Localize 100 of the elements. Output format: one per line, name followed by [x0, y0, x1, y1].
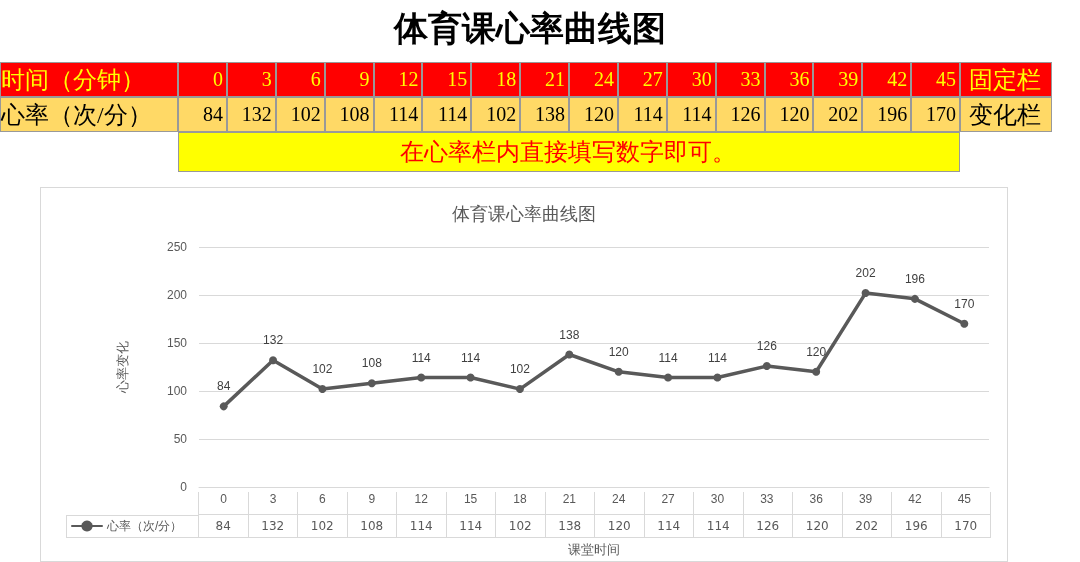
- chart-subtitle: 体育课心率曲线图: [452, 204, 596, 224]
- category-label: 24: [593, 68, 614, 90]
- text: 120: [806, 344, 827, 359]
- x-tick-label: 21: [562, 492, 577, 506]
- point: [219, 402, 228, 411]
- y-tick-label: 200: [166, 288, 188, 302]
- category-label: 42: [887, 68, 908, 90]
- x-axis-title: 课堂时间: [568, 542, 620, 557]
- text: 变化栏: [960, 97, 1052, 132]
- point: [960, 319, 969, 328]
- text: 114: [460, 350, 481, 365]
- y-tick-label: 0: [180, 480, 188, 494]
- y-axis-title: 心率变化: [115, 341, 130, 394]
- x-tick-label: 6: [319, 492, 327, 506]
- category-label: 36: [789, 68, 810, 90]
- text: 202: [855, 519, 879, 533]
- text: 120: [805, 519, 829, 533]
- text: 114: [657, 519, 681, 533]
- point: [417, 373, 426, 382]
- point: [664, 373, 673, 382]
- text: 102: [312, 362, 333, 377]
- category-label: 12: [398, 68, 419, 90]
- data-label: 108: [324, 97, 374, 132]
- x-tick-label: 39: [858, 492, 873, 506]
- text: 108: [360, 519, 384, 533]
- data-label: 102: [471, 97, 521, 132]
- category-label: 15: [447, 68, 468, 90]
- point: [713, 373, 722, 382]
- text: 114: [707, 350, 728, 365]
- point: [466, 373, 475, 382]
- point: [762, 362, 771, 371]
- text: 138: [559, 327, 580, 342]
- data-label: 196: [862, 97, 912, 132]
- data-label: 120: [569, 97, 618, 132]
- text: 固定栏: [960, 62, 1052, 97]
- text: 196: [904, 519, 928, 533]
- data-label: 170: [911, 97, 960, 132]
- text: 126: [756, 519, 780, 533]
- data-label: 126: [715, 97, 765, 132]
- x-tick-label: 30: [710, 492, 725, 506]
- x-tick-label: 42: [908, 492, 922, 506]
- text: 114: [658, 350, 678, 365]
- data-label: 120: [764, 97, 814, 132]
- point: [565, 350, 574, 359]
- text: 132: [261, 519, 285, 533]
- data-label: 114: [666, 97, 716, 132]
- x-tick-label: 18: [513, 492, 527, 506]
- x-tick-label: 3: [269, 492, 277, 506]
- category-label: 45: [936, 68, 956, 90]
- text: 132: [263, 333, 284, 348]
- text: 120: [608, 344, 629, 359]
- data-label: 114: [617, 97, 667, 132]
- data-label: 114: [373, 97, 423, 132]
- x-tick-label: 9: [368, 492, 376, 506]
- point: [515, 385, 524, 394]
- text: 在心率栏内直接填写数字即可。: [178, 132, 960, 172]
- text: 84: [215, 519, 231, 533]
- text: 108: [361, 356, 382, 371]
- point: [318, 385, 327, 394]
- point: [861, 289, 870, 298]
- text: 102: [310, 519, 334, 533]
- legend-label: 心率（次/分）: [106, 519, 183, 533]
- text: 114: [411, 350, 431, 365]
- text: 114: [706, 519, 730, 533]
- category-label: 0: [212, 68, 223, 90]
- category-label: 18: [496, 68, 517, 90]
- text: 138: [558, 519, 582, 533]
- point: [367, 379, 376, 388]
- text: 170: [954, 519, 978, 533]
- point: [269, 356, 278, 365]
- point: [812, 367, 821, 376]
- x-tick-label: 12: [414, 492, 429, 506]
- text: 心率（次/分）: [1, 101, 152, 128]
- category-label: 39: [838, 68, 859, 90]
- text: 114: [459, 519, 483, 533]
- data-label: 84: [178, 97, 227, 132]
- data-label: 114: [422, 97, 472, 132]
- x-tick-label: 33: [760, 492, 774, 506]
- data-label: 132: [226, 97, 276, 132]
- text: 170: [954, 296, 975, 311]
- text: 196: [904, 271, 925, 286]
- y-tick-label: 250: [166, 240, 188, 254]
- text: 114: [409, 519, 433, 533]
- x-tick-label: 0: [220, 492, 228, 506]
- category-label: 33: [740, 68, 761, 90]
- chart-title: 体育课心率曲线图: [392, 7, 667, 50]
- x-tick-label: 15: [463, 492, 478, 506]
- data-label: 202: [813, 97, 863, 132]
- x-tick-label: 36: [809, 492, 824, 506]
- category-label: 30: [691, 68, 712, 90]
- text: 126: [756, 339, 777, 354]
- text: 202: [855, 266, 876, 281]
- y-tick-label: 50: [173, 432, 188, 446]
- text: 时间（分钟）: [0, 62, 178, 97]
- text: 84: [217, 379, 231, 394]
- data-label: 102: [275, 97, 325, 132]
- point: [910, 294, 919, 303]
- x-tick-label: 24: [612, 492, 626, 506]
- y-tick-label: 150: [166, 336, 188, 350]
- y-tick-label: 100: [166, 384, 188, 398]
